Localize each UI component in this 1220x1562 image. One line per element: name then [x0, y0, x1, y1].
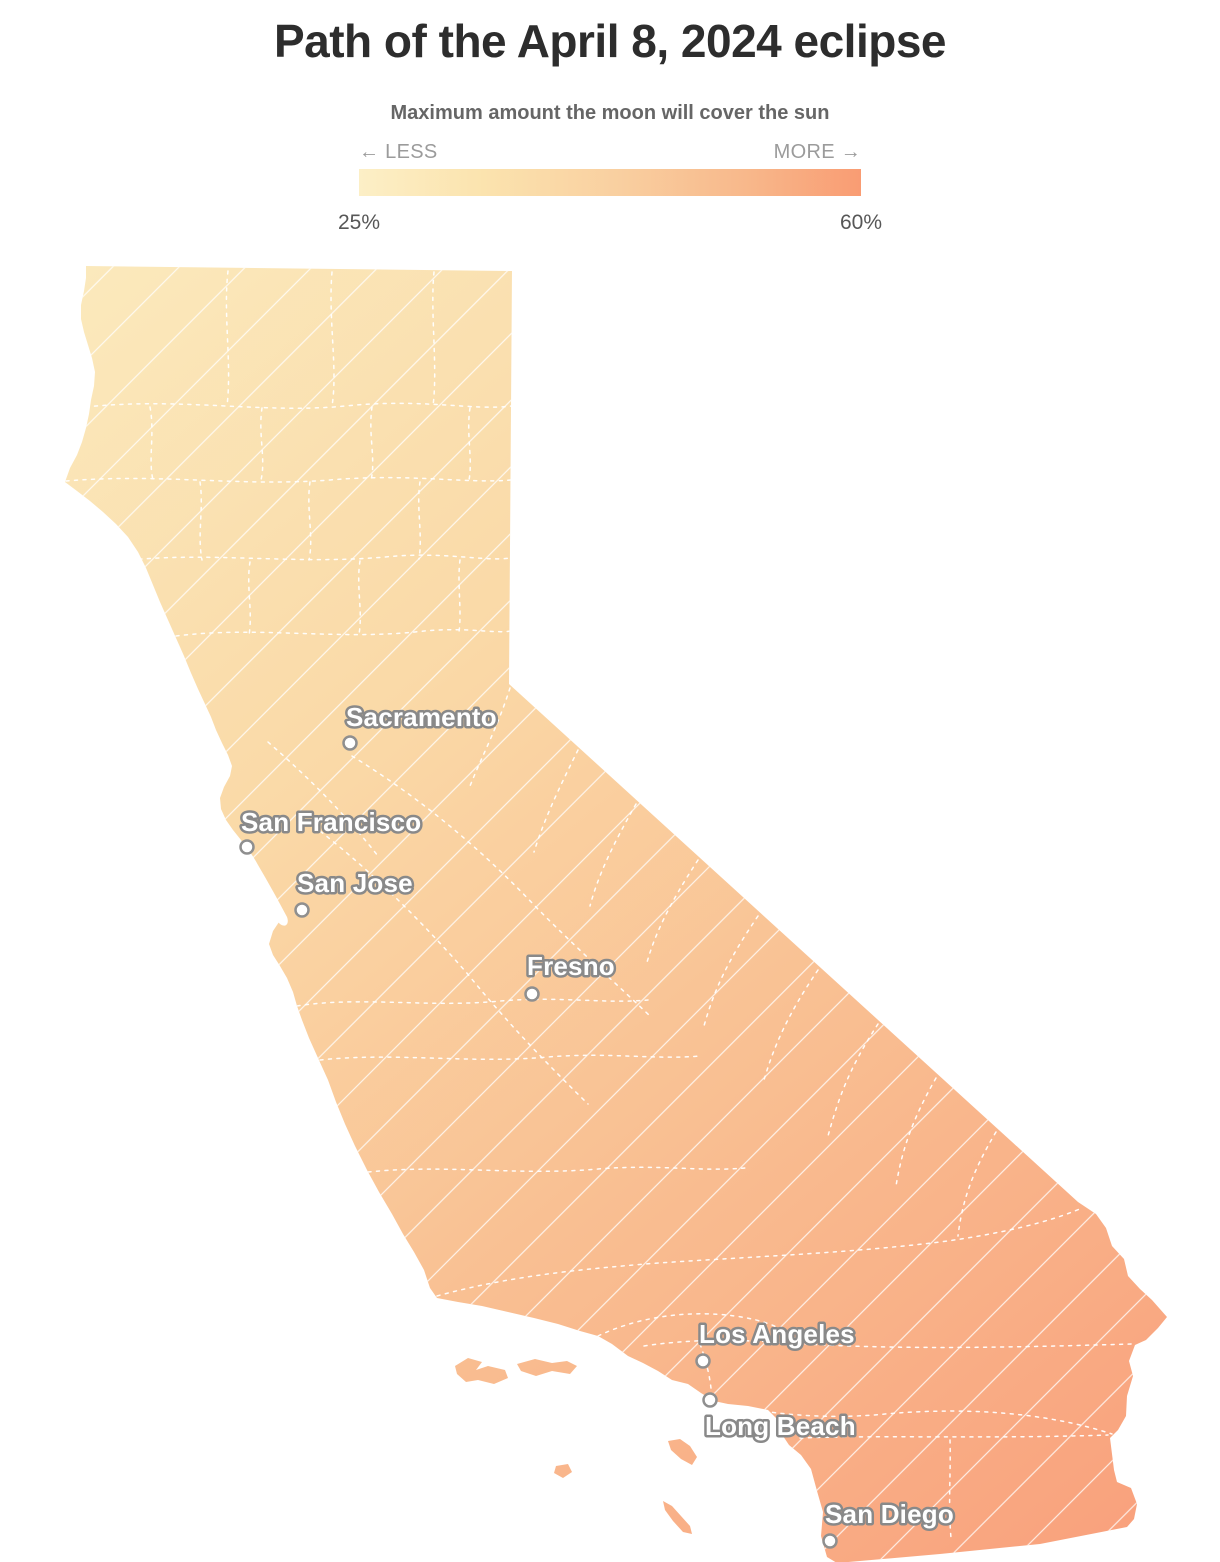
city-label-sacramento: Sacramento: [346, 702, 497, 732]
page-title: Path of the April 8, 2024 eclipse: [273, 15, 947, 67]
legend-gradient-bar: [359, 169, 861, 196]
legend-more-label: MORE →: [773, 141, 861, 163]
san-francisco-bay: [222, 826, 288, 926]
california-map: Sacramento San Francisco San Jose Fresno…: [65, 266, 1167, 1562]
legend: ← LESS MORE → 25% 60%: [338, 141, 882, 237]
city-marker-san-francisco: [239, 839, 255, 855]
city-label-long-beach: Long Beach: [705, 1411, 856, 1441]
legend-min-value: 25%: [337, 211, 381, 234]
city-label-fresno: Fresno: [527, 951, 615, 981]
city-marker-sacramento: [342, 735, 358, 751]
legend-less-label: ← LESS: [359, 141, 438, 163]
channel-islands: [455, 1358, 697, 1534]
city-label-los-angeles: Los Angeles: [699, 1319, 855, 1349]
city-marker-fresno: [524, 986, 540, 1002]
eclipse-map-page: Sacramento San Francisco San Jose Fresno…: [0, 14, 1220, 1562]
city-label-san-diego: San Diego: [825, 1499, 954, 1529]
legend-max-value: 60%: [839, 211, 883, 234]
eclipse-hatch-lines: [65, 266, 1167, 1562]
city-marker-long-beach: [702, 1392, 718, 1408]
city-label-san-jose: San Jose: [297, 868, 413, 898]
city-label-san-francisco: San Francisco: [241, 807, 421, 837]
map-subtitle: Maximum amount the moon will cover the s…: [390, 102, 830, 124]
city-marker-san-diego: [822, 1533, 838, 1549]
city-marker-los-angeles: [695, 1353, 711, 1369]
city-marker-san-jose: [294, 902, 310, 918]
